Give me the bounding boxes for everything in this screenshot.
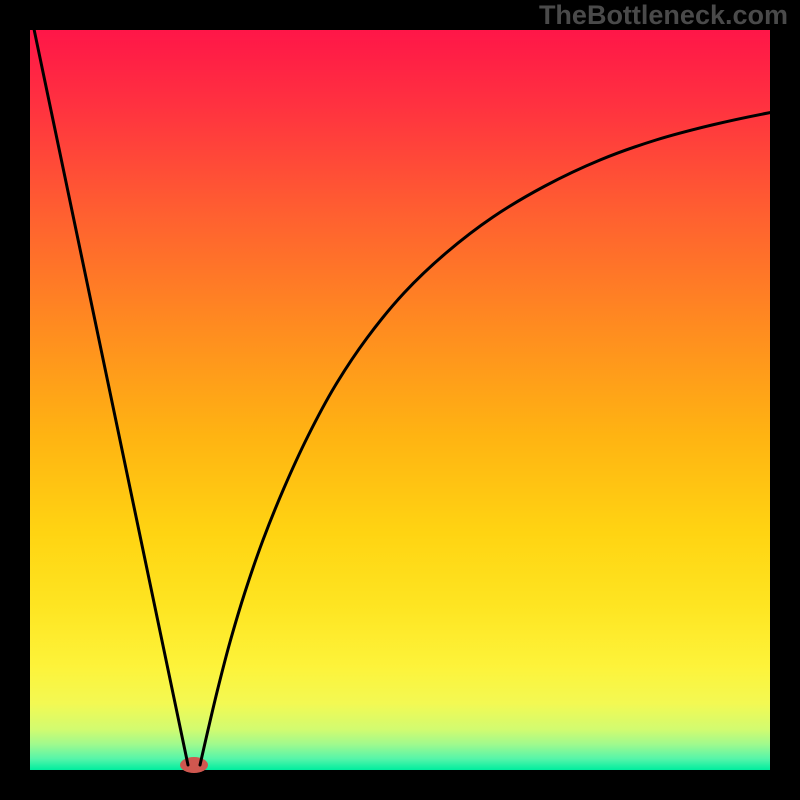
chart-container: TheBottleneck.com — [0, 0, 800, 800]
chart-background — [30, 30, 770, 770]
watermark-text: TheBottleneck.com — [539, 0, 788, 31]
bottleneck-chart — [0, 0, 800, 800]
optimal-marker — [180, 757, 208, 773]
